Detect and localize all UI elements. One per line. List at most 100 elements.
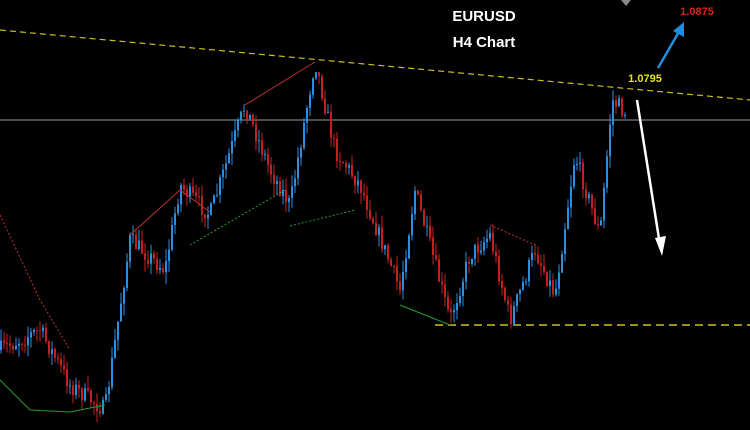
candle-body	[354, 176, 356, 186]
candle-body	[459, 295, 461, 304]
candle-body	[534, 252, 536, 255]
candle-body	[519, 289, 521, 295]
candle-body	[51, 349, 53, 354]
candle-body	[471, 258, 473, 264]
candle-body	[147, 259, 149, 264]
candle-body	[528, 259, 530, 282]
chart-title: EURUSD	[452, 8, 516, 25]
candle-body	[180, 185, 182, 205]
candle-body	[114, 339, 116, 358]
candle-body	[96, 403, 98, 412]
candle-body	[507, 300, 509, 305]
candle-body	[174, 213, 176, 225]
candle-body	[24, 344, 26, 346]
candle-body	[276, 181, 278, 184]
zigzag	[0, 61, 536, 413]
candle-body	[396, 266, 398, 282]
candle-body	[237, 120, 239, 131]
candle-body	[201, 196, 203, 215]
candle-body	[258, 140, 260, 142]
candle-body	[297, 157, 299, 179]
candle-body	[249, 114, 251, 120]
candle-body	[492, 232, 494, 252]
candle-body	[0, 340, 2, 350]
candle-body	[168, 249, 170, 261]
candle-body	[255, 124, 257, 142]
candle-body	[339, 160, 341, 162]
candle-body	[621, 98, 623, 116]
candle-body	[60, 359, 62, 366]
candle-body	[120, 303, 122, 322]
candle-body	[609, 124, 611, 157]
candle-body	[543, 265, 545, 272]
candle-body	[183, 185, 185, 190]
candle-body	[87, 388, 89, 391]
candle-body	[432, 237, 434, 256]
candle-body	[225, 163, 227, 170]
candle-body	[141, 240, 143, 254]
candle-body	[144, 253, 146, 260]
zigzag-line	[0, 379, 106, 413]
candle-body	[558, 272, 560, 289]
candle-body	[447, 296, 449, 310]
candle-body	[294, 178, 296, 187]
candle-body	[564, 229, 566, 255]
candle-body	[90, 390, 92, 403]
candle-body	[198, 196, 200, 198]
candle-body	[567, 207, 569, 230]
candle-body	[399, 281, 401, 291]
candle-body	[267, 154, 269, 165]
candle-body	[195, 192, 197, 197]
candle-body	[204, 214, 206, 219]
scroll-marker	[621, 0, 631, 6]
candle-body	[270, 164, 272, 175]
up-arrow	[656, 22, 684, 69]
candle-body	[333, 137, 335, 139]
candle-body	[384, 245, 386, 250]
candle-body	[222, 169, 224, 177]
candle-body	[306, 108, 308, 123]
candle-body	[315, 72, 317, 79]
trend-line	[0, 29, 750, 101]
candle-body	[234, 130, 236, 141]
candle-body	[66, 369, 68, 387]
candle-body	[78, 384, 80, 389]
candle-body	[573, 165, 575, 187]
candle-body	[402, 272, 404, 291]
candle-body	[357, 180, 359, 186]
candle-body	[477, 244, 479, 253]
candle-body	[345, 162, 347, 168]
candle-body	[597, 224, 599, 226]
candle-body	[186, 189, 188, 197]
candle-body	[240, 111, 242, 121]
candle-body	[282, 189, 284, 197]
candle-body	[309, 94, 311, 109]
candle-body	[84, 388, 86, 401]
candle-body	[159, 267, 161, 271]
candle-body	[450, 309, 452, 313]
candle-body	[363, 193, 365, 196]
arrow-head	[673, 22, 684, 37]
candle-body	[45, 327, 47, 342]
zigzag-line	[0, 214, 71, 351]
candle-body	[81, 388, 83, 401]
candle-body	[582, 162, 584, 190]
candle-body	[279, 181, 281, 197]
candle-body	[27, 337, 29, 346]
candle-body	[624, 114, 626, 116]
candle-body	[111, 357, 113, 388]
candle-body	[300, 147, 302, 158]
candle-body	[330, 111, 332, 138]
candle-body	[324, 98, 326, 114]
candle-body	[414, 190, 416, 215]
candle-body	[588, 194, 590, 199]
candle-body	[126, 261, 128, 289]
candle-body	[342, 161, 344, 163]
candle-body	[228, 153, 230, 164]
candle-body	[39, 330, 41, 332]
candle-body	[420, 194, 422, 210]
candle-body	[105, 394, 107, 400]
candle-body	[165, 260, 167, 273]
candle-body	[612, 100, 614, 125]
